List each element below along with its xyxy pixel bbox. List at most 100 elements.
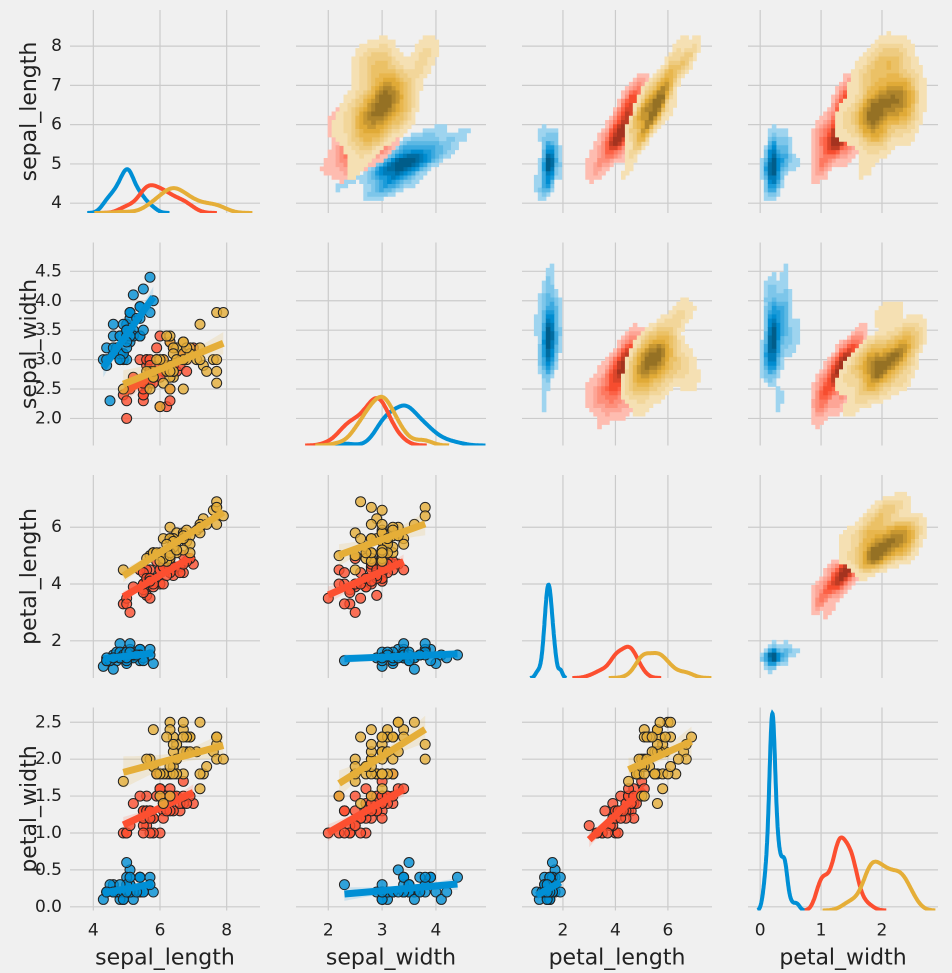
scatter-point xyxy=(419,738,431,750)
x-tick-label: 4 xyxy=(610,921,621,941)
scatter-point xyxy=(338,567,350,579)
scatter-point xyxy=(201,761,213,773)
scatter-point xyxy=(177,731,189,743)
density-contour xyxy=(858,335,911,392)
kde-curve xyxy=(608,651,712,678)
scatter-point xyxy=(408,716,420,728)
density-contour xyxy=(585,73,650,184)
scatter-point xyxy=(349,790,361,802)
density-contour xyxy=(847,500,923,573)
density-contour xyxy=(383,153,424,180)
kde-curve xyxy=(804,835,887,911)
scatter-point xyxy=(144,271,156,283)
x-tick-label: 2 xyxy=(877,921,888,941)
scatter-point xyxy=(151,354,163,366)
kde-curve xyxy=(529,582,568,678)
y-axis-label: sepal_length xyxy=(17,42,42,182)
scatter-point xyxy=(121,412,133,424)
regression-line xyxy=(627,738,693,773)
scatter-point xyxy=(107,318,119,330)
regression-line xyxy=(102,649,154,663)
regression-line xyxy=(344,650,458,663)
scatter-point xyxy=(164,790,176,802)
y-tick-label: 5 xyxy=(51,154,62,174)
scatter-point xyxy=(665,716,677,728)
x-axis-label: sepal_length xyxy=(95,946,235,971)
scatter-point xyxy=(144,383,156,395)
density-contour xyxy=(331,35,440,180)
density-contour xyxy=(858,60,915,142)
scatter-point xyxy=(546,857,558,869)
scatter-point xyxy=(338,827,350,839)
density-contour xyxy=(763,145,789,193)
kde-curve xyxy=(315,394,450,446)
scatter-point xyxy=(349,606,361,618)
kde-curve xyxy=(305,396,427,446)
y-tick-label: 6 xyxy=(51,115,62,135)
scatter-point xyxy=(376,504,388,516)
y-tick-label: 2 xyxy=(51,631,62,651)
scatter-point xyxy=(387,731,399,743)
density-contour xyxy=(545,327,551,349)
scatter-point xyxy=(137,827,149,839)
x-axis-label: petal_width xyxy=(779,946,906,971)
kde-curve xyxy=(756,709,806,911)
y-tick-label: 2.0 xyxy=(35,408,62,428)
panel xyxy=(296,242,486,446)
density-contour xyxy=(815,77,864,176)
scatter-point xyxy=(672,753,684,765)
density-contour xyxy=(537,276,563,383)
kde-curve xyxy=(94,186,253,213)
scatter-point xyxy=(177,716,189,728)
scatter-point xyxy=(355,827,367,839)
x-axis-label: petal_length xyxy=(549,946,686,971)
density-contour xyxy=(545,158,551,172)
scatter-point xyxy=(134,871,146,883)
scatter-point xyxy=(194,318,206,330)
density-contour xyxy=(831,352,852,383)
y-tick-label: 3.0 xyxy=(35,350,62,370)
x-axis-label: sepal_width xyxy=(326,946,456,971)
regression-line xyxy=(100,295,157,370)
density-contour xyxy=(767,145,781,184)
density-contour xyxy=(371,141,444,193)
x-tick-label: 6 xyxy=(155,921,166,941)
scatter-point xyxy=(376,768,388,780)
density-contour xyxy=(763,141,785,189)
scatter-point xyxy=(392,716,404,728)
x-tick-label: 3 xyxy=(377,921,388,941)
density-contour xyxy=(839,491,927,582)
scatter-point xyxy=(583,820,595,832)
x-tick-label: 8 xyxy=(221,921,232,941)
kde-curve xyxy=(99,183,217,213)
scatter-point xyxy=(365,501,377,513)
density-contour xyxy=(636,339,670,383)
regression-line xyxy=(122,339,225,388)
density-contour xyxy=(628,52,693,151)
scatter-point xyxy=(211,377,223,389)
scatter-point xyxy=(154,401,166,413)
scatter-point xyxy=(435,893,447,905)
density-contour xyxy=(632,60,685,146)
kde-curve xyxy=(87,167,170,213)
density-contour xyxy=(359,77,404,134)
scatter-point xyxy=(338,805,350,817)
regression-line xyxy=(102,880,154,897)
density-contour xyxy=(850,48,919,146)
density-contour xyxy=(593,77,646,176)
density-contour xyxy=(375,149,432,189)
density-contour xyxy=(823,555,860,594)
scatter-point xyxy=(365,738,377,750)
y-tick-label: 4 xyxy=(51,193,62,213)
scatter-point xyxy=(164,383,176,395)
y-tick-label: 2.5 xyxy=(35,712,62,732)
density-contour xyxy=(371,90,392,117)
density-contour xyxy=(870,348,903,379)
regression-line xyxy=(586,785,647,843)
scatter-point xyxy=(151,342,163,354)
scatter-point xyxy=(161,330,173,342)
x-tick-label: 6 xyxy=(662,921,673,941)
panel xyxy=(748,707,938,911)
scatter-point xyxy=(147,724,159,736)
